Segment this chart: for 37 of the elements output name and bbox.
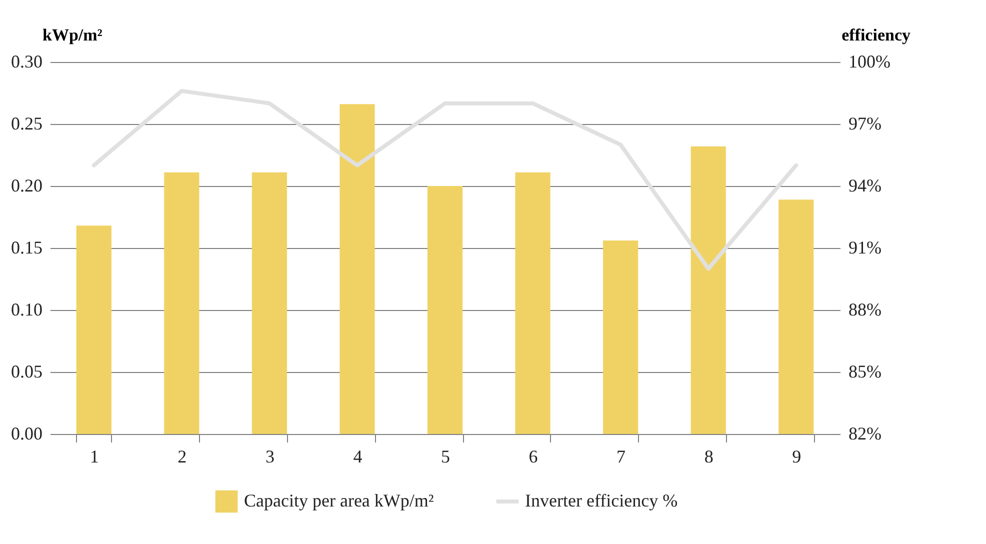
y2-tick-label: 94%	[848, 176, 882, 196]
x-tick-label: 3	[265, 446, 274, 466]
bar	[690, 146, 726, 434]
bar	[252, 172, 287, 434]
y-tick-label: 0.10	[11, 300, 42, 320]
y-tick-label: 0.05	[11, 362, 42, 382]
y2-tick-label: 91%	[848, 238, 882, 258]
y-tick-label: 0.15	[11, 238, 42, 258]
y2-tick-label: 85%	[848, 362, 882, 382]
y2-tick-label: 88%	[848, 300, 882, 320]
line-series	[92, 88, 798, 271]
x-tick-label: 1	[90, 446, 99, 466]
x-tick-label: 4	[353, 446, 362, 466]
x-tick-label: 6	[528, 446, 538, 466]
bar	[164, 172, 200, 434]
y-tick-label: 0.25	[11, 114, 42, 134]
bar	[427, 186, 463, 434]
x-tick-label: 7	[616, 446, 626, 466]
y-tick-label: 0.20	[11, 176, 42, 196]
y2-tick-label: 100%	[848, 52, 890, 72]
bar	[778, 200, 814, 434]
bar	[515, 172, 550, 434]
bar	[340, 104, 375, 434]
x-tick-label: 2	[178, 446, 187, 466]
y-axis-title: kWp/m²	[42, 26, 102, 44]
legend-label: Capacity per area kWp/m²	[244, 490, 434, 510]
bar	[603, 240, 638, 434]
bar	[76, 226, 112, 434]
y2-axis-title: efficiency	[842, 26, 911, 44]
y2-tick-label: 97%	[848, 114, 882, 134]
y-tick-label: 0.00	[11, 424, 42, 444]
y-tick-label: 0.30	[11, 52, 42, 72]
legend-label: Inverter efficiency %	[525, 490, 678, 510]
x-tick-label: 8	[704, 446, 714, 466]
y2-tick-label: 82%	[848, 424, 882, 444]
x-tick-label: 5	[441, 446, 450, 466]
x-tick-label: 9	[792, 446, 802, 466]
